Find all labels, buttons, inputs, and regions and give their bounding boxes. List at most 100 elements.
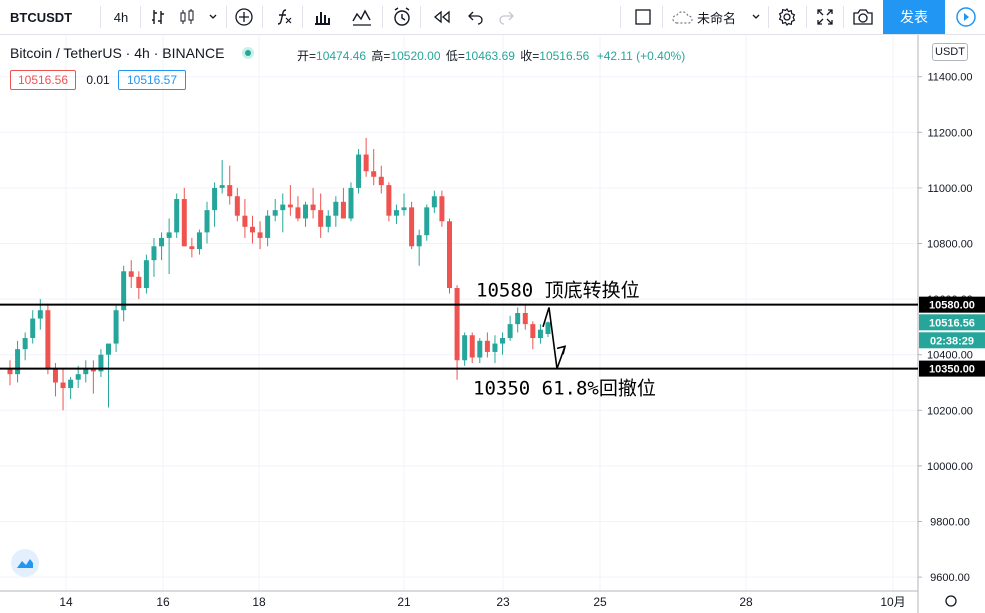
- candle-body: [477, 340, 483, 358]
- publish-button[interactable]: 发表: [883, 0, 945, 34]
- candle-body: [83, 368, 89, 375]
- x-tick-label: 21: [397, 595, 411, 609]
- candle-body: [234, 196, 240, 216]
- candle-body: [189, 246, 195, 250]
- toolbar-separator: [662, 6, 663, 28]
- toolbar-separator: [140, 6, 141, 28]
- select-layout-icon[interactable]: [628, 0, 658, 34]
- toolbar-separator: [302, 6, 303, 28]
- candle-body: [287, 204, 293, 208]
- candle-body: [454, 287, 460, 361]
- annotation-top-label: 10580 顶底转换位: [476, 280, 640, 302]
- alert-icon[interactable]: [388, 0, 416, 34]
- close-value: 10516.56: [539, 49, 590, 63]
- high-value: 10520.00: [390, 49, 441, 63]
- play-icon[interactable]: [946, 0, 985, 34]
- sell-price-box[interactable]: 10516.56: [10, 70, 76, 90]
- candle-body: [90, 368, 96, 372]
- x-tick-label: 10月: [880, 595, 905, 609]
- high-label: 高=: [371, 49, 391, 63]
- candle-body: [60, 382, 66, 389]
- annotation-bottom-label: 10350 61.8%回撤位: [473, 378, 656, 400]
- toolbar-separator: [100, 6, 101, 28]
- candle-style-icon[interactable]: [173, 0, 201, 34]
- candle-body: [98, 354, 104, 372]
- candle-body: [212, 187, 218, 211]
- candle-body: [318, 210, 324, 227]
- candle-body: [45, 310, 51, 369]
- candle-body: [181, 199, 187, 247]
- currency-label[interactable]: USDT: [932, 43, 968, 61]
- symbol-search-button[interactable]: BTCUSDT: [10, 9, 73, 25]
- y-tick-label: 9600.00: [930, 572, 970, 584]
- y-tick-label: 10000.00: [927, 461, 973, 473]
- toolbar-separator: [843, 6, 844, 28]
- x-tick-label: 28: [739, 595, 753, 609]
- snapshot-icon[interactable]: [848, 0, 878, 34]
- chevron-down-icon[interactable]: [748, 0, 764, 34]
- bar-style-icon[interactable]: [145, 0, 173, 34]
- y-tick-label: 11200.00: [927, 127, 972, 139]
- candle-body: [393, 210, 399, 216]
- candle-body: [310, 204, 316, 211]
- low-value: 10463.69: [464, 49, 515, 63]
- financials-icon[interactable]: [308, 0, 336, 34]
- close-label: 收=: [520, 49, 540, 63]
- interval-button[interactable]: 4h: [113, 9, 129, 25]
- price-tag-last: 10516.56: [929, 317, 975, 329]
- candle-body: [136, 276, 142, 288]
- templates-icon[interactable]: [348, 0, 376, 34]
- candle-body: [15, 349, 21, 375]
- compare-icon[interactable]: [230, 0, 258, 34]
- fullscreen-icon[interactable]: [810, 0, 840, 34]
- cloud-icon[interactable]: [668, 0, 698, 34]
- candle-body: [159, 237, 165, 247]
- candle-body: [363, 154, 369, 172]
- price-tag-bottom-line-bg: [919, 360, 985, 377]
- toolbar-separator: [262, 6, 263, 28]
- candle-body: [166, 232, 172, 238]
- candle-body: [500, 338, 506, 344]
- spread-value: 0.01: [86, 73, 110, 87]
- candle-body: [257, 232, 263, 238]
- layout-name[interactable]: 未命名: [697, 10, 737, 26]
- candle-body: [340, 201, 346, 219]
- candle-body: [227, 185, 233, 197]
- toolbar-separator: [382, 6, 383, 28]
- candle-body: [424, 207, 430, 236]
- price-tag-bottom-line: 10350.00: [929, 364, 975, 376]
- buy-price-box[interactable]: 10516.57: [118, 70, 186, 90]
- toolbar-separator: [420, 6, 421, 28]
- x-tick-label: 23: [496, 595, 510, 609]
- candle-body: [174, 199, 180, 233]
- y-tick-label: 10400.00: [927, 350, 973, 362]
- replay-icon[interactable]: [428, 0, 456, 34]
- candle-body: [303, 204, 309, 219]
- drawn-arrow-head: [556, 345, 567, 355]
- candle-body: [37, 310, 43, 319]
- candle-body: [196, 232, 202, 250]
- redo-icon[interactable]: [492, 0, 520, 34]
- candle-body: [469, 335, 475, 358]
- price-chart[interactable]: 10580 顶底转换位 10350 61.8%回撤位 9600.00 9800.00 1…: [0, 35, 985, 613]
- candle-body: [121, 271, 127, 311]
- open-label: 开=: [297, 49, 317, 63]
- axis-settings-icon[interactable]: [945, 595, 957, 607]
- change-value: +42.11 (+0.40%): [596, 49, 686, 63]
- indicators-icon[interactable]: [270, 0, 298, 34]
- top-toolbar: BTCUSDT 4h 未命名: [0, 0, 985, 35]
- chevron-down-icon[interactable]: [203, 0, 223, 34]
- candle-body: [295, 207, 301, 219]
- candle-body: [522, 313, 528, 325]
- candle-body: [416, 235, 422, 247]
- settings-icon[interactable]: [772, 0, 802, 34]
- candle-body: [30, 318, 36, 339]
- candle-body: [492, 343, 498, 352]
- toolbar-separator: [806, 6, 807, 28]
- candle-body: [462, 335, 468, 361]
- candle-body: [113, 310, 119, 344]
- candle-body: [371, 171, 377, 177]
- undo-icon[interactable]: [462, 0, 490, 34]
- y-tick-label: 9800.00: [930, 517, 970, 529]
- candle-body: [378, 176, 384, 186]
